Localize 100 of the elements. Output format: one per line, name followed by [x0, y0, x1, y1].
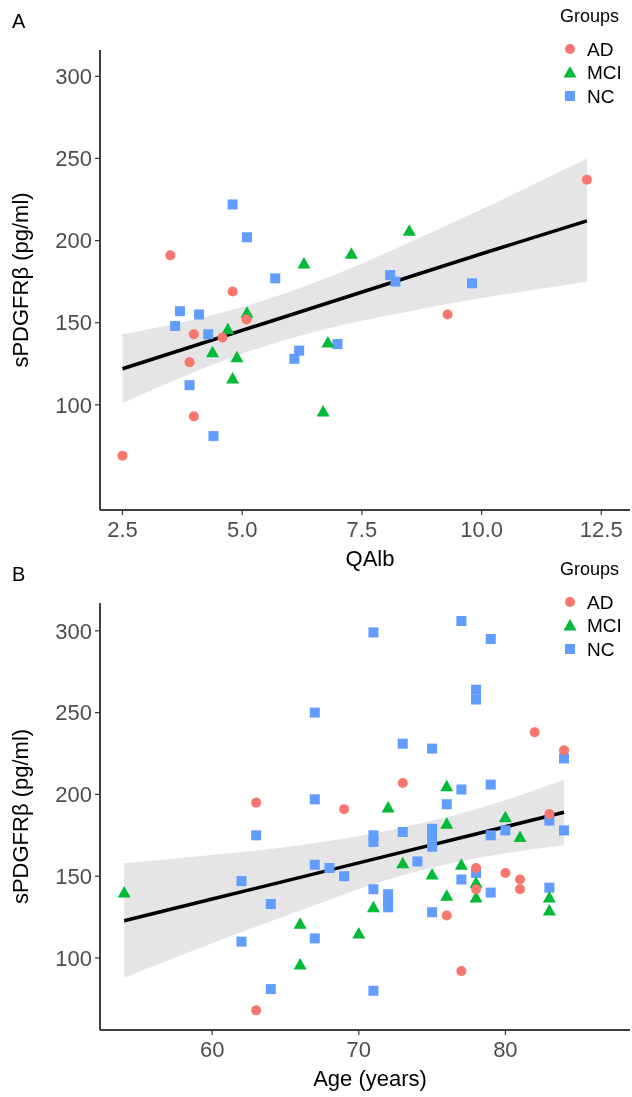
- point: [227, 286, 238, 297]
- point: [294, 345, 305, 356]
- point: [368, 627, 379, 638]
- point: [230, 350, 244, 363]
- point: [471, 884, 482, 895]
- line-series: [122, 810, 566, 923]
- point: [397, 827, 408, 838]
- point: [456, 616, 467, 626]
- point: [513, 830, 527, 842]
- x-tick-label: 12.5: [579, 517, 623, 542]
- point: [117, 450, 128, 461]
- point: [227, 199, 238, 210]
- point: [559, 745, 570, 756]
- point: [165, 250, 176, 261]
- point: [321, 335, 335, 348]
- x-axis-title: QAlb: [345, 546, 395, 571]
- point: [203, 329, 214, 340]
- point: [581, 174, 592, 185]
- point: [293, 958, 307, 970]
- point: [485, 779, 496, 790]
- y-tick-label: 300: [55, 63, 92, 89]
- point: [396, 856, 410, 869]
- y-axis-title: sPDGFRβ (pg/ml): [8, 192, 33, 368]
- point: [442, 309, 453, 320]
- point: [498, 810, 512, 823]
- y-tick-label: 100: [55, 392, 92, 418]
- point: [456, 874, 467, 885]
- point: [542, 904, 556, 916]
- point: [339, 871, 350, 882]
- point: [206, 345, 220, 358]
- x-tick-label: 60: [199, 1037, 225, 1062]
- point: [456, 966, 467, 977]
- point: [454, 858, 468, 870]
- point: [559, 825, 570, 836]
- point: [297, 257, 311, 269]
- y-tick-label: 200: [55, 782, 92, 808]
- point: [316, 404, 330, 417]
- point: [500, 867, 511, 878]
- line-series: [120, 219, 589, 371]
- point: [427, 831, 438, 842]
- point: [265, 984, 276, 995]
- point: [485, 887, 496, 898]
- point: [397, 738, 408, 749]
- x-tick-label: 70: [346, 1037, 372, 1062]
- point: [441, 799, 452, 810]
- point: [383, 902, 394, 913]
- y-tick-label: 150: [55, 310, 92, 336]
- point: [440, 779, 454, 792]
- legend-label: MCI: [587, 62, 622, 84]
- y-tick-label: 300: [55, 618, 92, 644]
- point: [270, 273, 281, 284]
- point: [226, 372, 240, 384]
- point: [309, 794, 320, 805]
- legend-label: AD: [587, 591, 614, 613]
- point: [309, 859, 320, 870]
- point: [208, 431, 219, 442]
- point: [293, 917, 307, 929]
- legend-label: NC: [587, 85, 615, 107]
- point: [241, 232, 252, 243]
- x-tick-label: 2.5: [107, 517, 138, 542]
- point: [332, 339, 343, 350]
- point: [251, 830, 262, 841]
- y-tick-label: 250: [55, 146, 92, 172]
- point: [251, 797, 262, 808]
- legend-title: Groups: [560, 6, 620, 26]
- point: [309, 707, 320, 718]
- legend-label: NC: [587, 638, 615, 660]
- legend-label: AD: [587, 38, 614, 60]
- point: [309, 933, 320, 944]
- point: [241, 314, 252, 325]
- point: [425, 868, 439, 880]
- point: [184, 380, 195, 391]
- point: [515, 874, 526, 885]
- point: [368, 985, 379, 996]
- point: [236, 936, 247, 947]
- point: [544, 809, 555, 820]
- y-axis-title: sPDGFRβ (pg/ml): [8, 728, 33, 905]
- point: [324, 863, 335, 874]
- point: [170, 321, 181, 331]
- point: [440, 817, 454, 829]
- point: [440, 889, 454, 901]
- point: [515, 884, 526, 895]
- x-tick-label: 80: [493, 1037, 518, 1062]
- point: [427, 743, 438, 754]
- point: [174, 306, 185, 317]
- point: [236, 876, 247, 887]
- point: [194, 309, 205, 320]
- point: [485, 633, 496, 644]
- point: [344, 247, 358, 259]
- point: [529, 727, 540, 738]
- point: [500, 825, 511, 836]
- x-tick-label: 7.5: [346, 517, 378, 542]
- point: [390, 276, 401, 287]
- point: [381, 801, 395, 813]
- chart-title: A: [12, 10, 26, 32]
- point: [289, 353, 300, 364]
- point: [467, 278, 478, 289]
- point: [397, 777, 408, 788]
- y-tick-label: 100: [55, 945, 92, 971]
- point: [366, 900, 380, 913]
